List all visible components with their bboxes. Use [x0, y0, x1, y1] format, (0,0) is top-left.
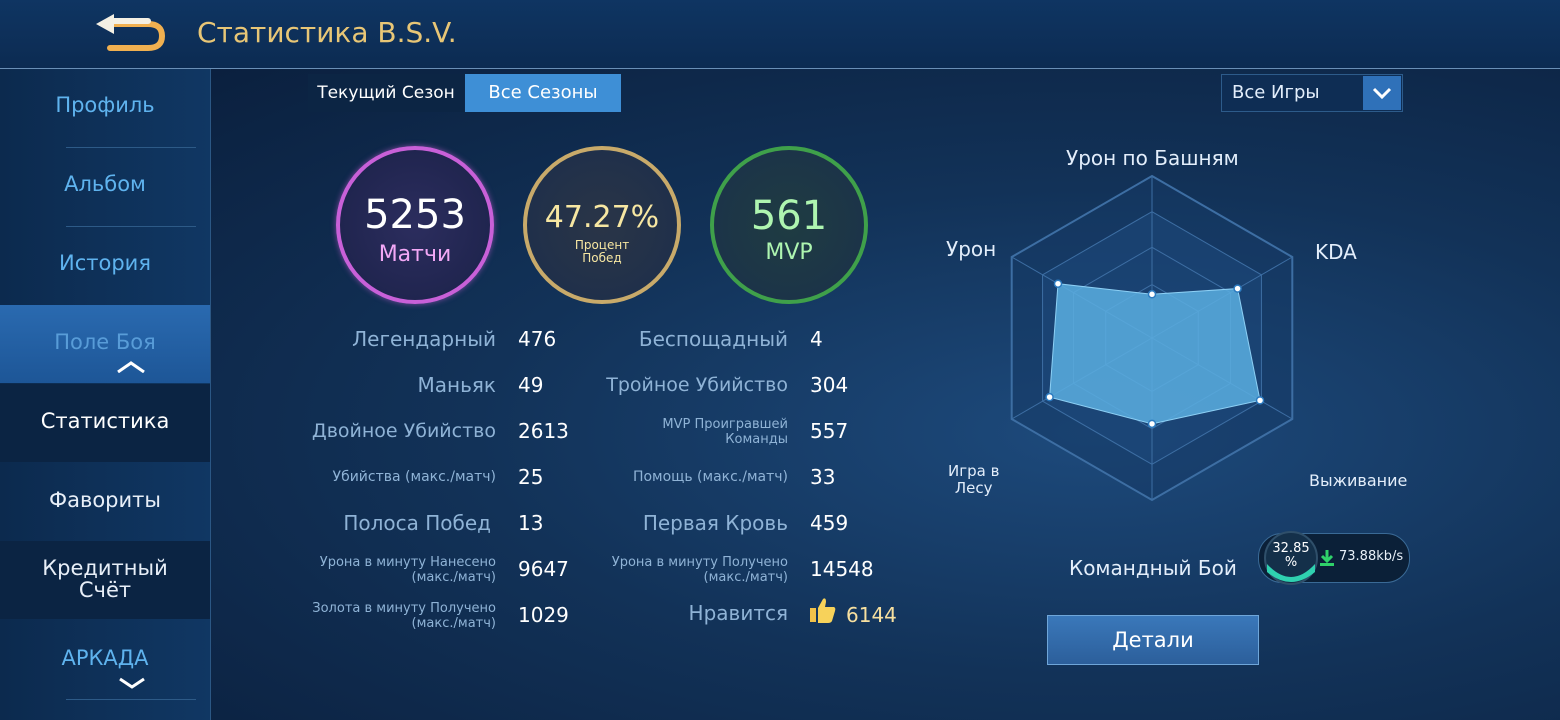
radar-point	[1053, 279, 1063, 288]
winrate-circle: 47.27% Процент Побед	[523, 146, 681, 304]
stat-value: 2613	[518, 419, 569, 443]
stat-label: Убийства (макс./матч)	[332, 469, 496, 485]
chevron-down-icon	[119, 677, 145, 689]
mvp-label: MVP	[765, 240, 813, 265]
matches-value: 5253	[364, 192, 466, 238]
mvp-circle: 561 MVP	[710, 146, 868, 304]
stat-label: Легендарный	[352, 327, 496, 351]
stat-label: MVP Проигравшей Команды	[662, 417, 788, 447]
matches-circle: 5253 Матчи	[336, 146, 494, 304]
sidebar-item-arcade[interactable]: АРКАДА	[61, 646, 149, 670]
stat-label: Помощь (макс./матч)	[632, 469, 788, 485]
page-title: Статистика B.S.V.	[197, 16, 457, 49]
sidebar-item-label: Кредитный	[42, 556, 168, 580]
stat-value: 304	[810, 373, 849, 397]
radar-point	[1147, 419, 1157, 429]
sidebar-item-album[interactable]: Альбом	[64, 172, 146, 196]
stat-value: 4	[810, 327, 823, 351]
radar-point	[1255, 396, 1265, 405]
stat-label: Беспощадный	[638, 327, 788, 351]
sidebar-item-profile[interactable]: Профиль	[55, 93, 155, 117]
stat-label: Первая Кровь	[642, 511, 788, 535]
back-button[interactable]	[88, 10, 168, 56]
chevron-down-icon	[1372, 87, 1392, 100]
matches-label: Матчи	[378, 242, 452, 267]
radar-label-teamfight: Командный Бой	[1069, 556, 1237, 580]
stat-value: 49	[518, 373, 544, 397]
stat-value: 557	[810, 419, 849, 443]
stat-label: Урона в минуту Нанесено (макс./матч)	[319, 555, 496, 585]
dropdown-toggle[interactable]	[1363, 76, 1401, 110]
sidebar-item-battlefield[interactable]: Поле Боя	[0, 305, 210, 383]
sidebar-sub-bg	[0, 384, 210, 462]
stat-value: 459	[810, 511, 849, 535]
sidebar: Профиль Альбом История Поле Боя Статисти…	[0, 69, 211, 720]
thumbs-up-icon	[810, 598, 836, 623]
radar-label-damage: Урон	[946, 237, 997, 261]
sidebar-divider	[66, 699, 196, 700]
winrate-label: Процент Побед	[574, 238, 630, 265]
network-speed-widget: 32.85 % 73.88kb/s	[1258, 531, 1410, 585]
radar-label-survival: Выживание	[1309, 471, 1408, 490]
sidebar-sub-bg	[0, 541, 210, 619]
radar-data-polygon	[1049, 283, 1261, 425]
stat-label: Двойное Убийство	[311, 420, 496, 442]
mvp-value: 561	[750, 193, 828, 239]
winrate-value: 47.27%	[544, 200, 660, 235]
download-icon	[1320, 550, 1334, 566]
top-bar: Статистика B.S.V.	[0, 0, 1560, 69]
back-arrow-icon	[96, 14, 166, 51]
sidebar-item-history[interactable]: История	[59, 251, 151, 275]
radar-points	[1045, 279, 1265, 429]
sidebar-divider	[66, 226, 196, 227]
percent-ring-icon	[1264, 531, 1318, 585]
network-speed: 73.88kb/s	[1339, 549, 1404, 564]
tab-all-seasons[interactable]: Все Сезоны	[465, 74, 621, 112]
games-filter-dropdown[interactable]: Все Игры	[1221, 74, 1403, 112]
sidebar-sub-item-statistics[interactable]: Статистика	[40, 409, 170, 433]
sidebar-item-label: Счёт	[78, 578, 132, 602]
stat-value: 14548	[810, 557, 874, 581]
stat-label: Тройное Убийство	[606, 374, 788, 396]
stat-value: 9647	[518, 557, 569, 581]
stat-label: Урона в минуту Получено (макс./матч)	[611, 555, 788, 585]
sidebar-sub-item-credit[interactable]: Кредитный Счёт	[0, 556, 210, 602]
radar-point	[1233, 284, 1242, 293]
radar-label-jungle: Игра в Лесу	[948, 462, 1000, 497]
stat-value: 1029	[518, 603, 569, 627]
stat-label: Золота в минуту Получено (макс./матч)	[312, 601, 496, 631]
dropdown-selected-value: Все Игры	[1232, 82, 1320, 103]
stat-value: 13	[518, 511, 544, 535]
stat-label: Маньяк	[417, 373, 497, 397]
sidebar-item-label: Поле Боя	[54, 330, 156, 354]
radar-point	[1147, 290, 1157, 299]
tab-current-season[interactable]: Текущий Сезон	[308, 74, 464, 112]
sidebar-sub-item-favorites[interactable]: Фавориты	[49, 488, 161, 512]
sidebar-divider	[66, 147, 196, 148]
stat-label: Полоса Побед	[343, 511, 491, 535]
chevron-up-icon	[117, 361, 145, 373]
likes-value: 6144	[846, 603, 897, 627]
radar-point	[1045, 392, 1054, 402]
stat-label: Нравится	[688, 601, 788, 625]
network-percent: 32.85 %	[1272, 541, 1310, 570]
details-button[interactable]: Детали	[1047, 615, 1259, 665]
radar-label-tower-damage: Урон по Башням	[1066, 146, 1239, 170]
stat-value: 476	[518, 327, 557, 351]
stat-value: 33	[810, 465, 836, 489]
radar-chart	[1010, 174, 1294, 502]
radar-label-kda: KDA	[1315, 240, 1357, 264]
stat-value: 25	[518, 465, 544, 489]
